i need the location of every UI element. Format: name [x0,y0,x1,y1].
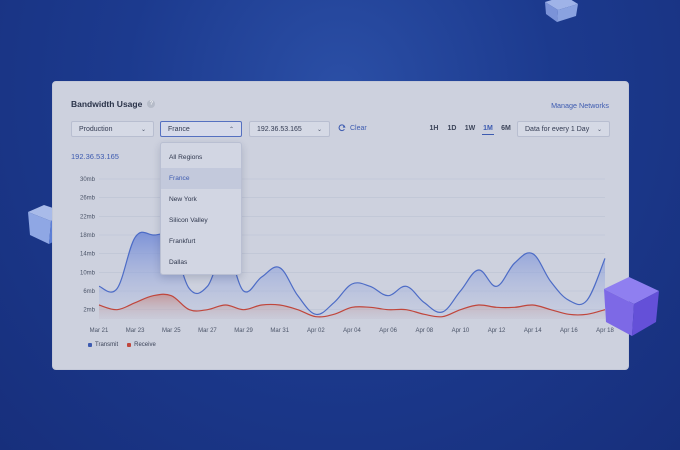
clear-label: Clear [350,124,367,132]
region-option-france[interactable]: France [161,168,241,189]
region-option-frankfurt[interactable]: Frankfurt [169,238,196,245]
region-option-all-regions[interactable]: All Regions [169,154,203,161]
legend-receive: Receive [127,342,156,348]
receive-swatch [127,343,132,347]
chevron-down-icon: ⌄ [140,126,146,133]
ip-select-value: 192.36.53.165 [257,125,302,133]
y-tick-label: 2mb [83,308,95,314]
y-tick-label: 22mb [80,214,96,220]
x-tick-label: Apr 16 [560,328,578,334]
legend-receive-label: Receive [134,342,156,348]
y-tick-label: 30mb [80,177,96,183]
card-title: Bandwidth Usage [71,99,143,109]
y-tick-label: 26mb [80,196,96,202]
range-tab-1h[interactable]: 1H [429,125,439,132]
x-tick-label: Apr 06 [379,328,397,334]
y-tick-label: 6mb [83,289,95,295]
region-dropdown-menu: All Regions France New York Silicon Valley F… [160,142,242,275]
x-tick-label: Apr 10 [452,328,470,334]
receive-line [98,293,606,318]
region-option-silicon-valley[interactable]: Silicon Valley [169,217,208,224]
selected-ip-label: 192.36.53.165 [71,152,119,161]
clear-button[interactable]: Clear [338,124,367,132]
bandwidth-card: Bandwidth Usage ? Manage Networks Produc… [52,81,629,370]
environment-select-value: Production [79,125,113,133]
chart-legend: Transmit Receive [88,342,156,348]
range-tab-1d[interactable]: 1D [447,125,457,132]
x-tick-label: Apr 18 [596,328,614,334]
region-select[interactable]: France ⌃ [160,121,242,137]
region-option-dallas[interactable]: Dallas [169,259,188,266]
cube-top-decoration [545,0,578,22]
transmit-line [98,231,606,316]
x-tick-label: Apr 04 [343,328,361,334]
y-tick-label: 18mb [80,233,96,239]
region-option-new-york[interactable]: New York [169,196,197,203]
help-circle-icon[interactable]: ? [147,100,156,108]
x-tick-label: Apr 14 [524,328,542,334]
legend-transmit-label: Transmit [95,342,119,348]
x-tick-label: Apr 12 [488,328,506,334]
x-tick-label: Apr 02 [307,328,325,334]
x-tick-label: Apr 08 [415,328,433,334]
x-tick-label: Mar 21 [90,328,109,334]
chevron-down-icon: ⌄ [596,126,602,133]
interval-select-value: Data for every 1 Day [525,125,590,133]
range-tab-1w[interactable]: 1W [464,125,476,132]
chevron-up-icon: ⌃ [228,126,234,133]
interval-select[interactable]: Data for every 1 Day ⌄ [517,121,610,137]
bandwidth-chart: 2mb 6mb 10mb 14mb 18mb 22mb 26mb 30mb Mar 21 Mar … [80,177,615,334]
time-range-tabs: 1H 1D 1W 1M 6M [428,125,512,135]
refresh-icon [338,124,346,132]
card-header: Bandwidth Usage ? [71,99,156,109]
legend-transmit: Transmit [88,342,118,348]
x-tick-label: Mar 23 [126,328,145,334]
y-tick-label: 10mb [80,270,96,276]
receive-area [99,294,605,319]
chevron-down-icon: ⌄ [316,126,322,133]
x-tick-label: Mar 29 [234,328,253,334]
x-tick-label: Mar 31 [270,328,289,334]
cube-right-decoration [604,277,659,336]
ip-select[interactable]: 192.36.53.165 ⌄ [249,121,330,137]
environment-select[interactable]: Production ⌄ [71,121,154,137]
manage-networks-link[interactable]: Manage Networks [551,101,609,110]
transmit-swatch [88,343,92,347]
region-select-value: France [168,125,190,133]
y-tick-label: 14mb [80,252,96,258]
x-tick-label: Mar 27 [198,328,217,334]
range-tab-1m[interactable]: 1M [482,125,494,135]
range-tab-6m[interactable]: 6M [501,125,511,132]
x-tick-label: Mar 25 [162,328,181,334]
